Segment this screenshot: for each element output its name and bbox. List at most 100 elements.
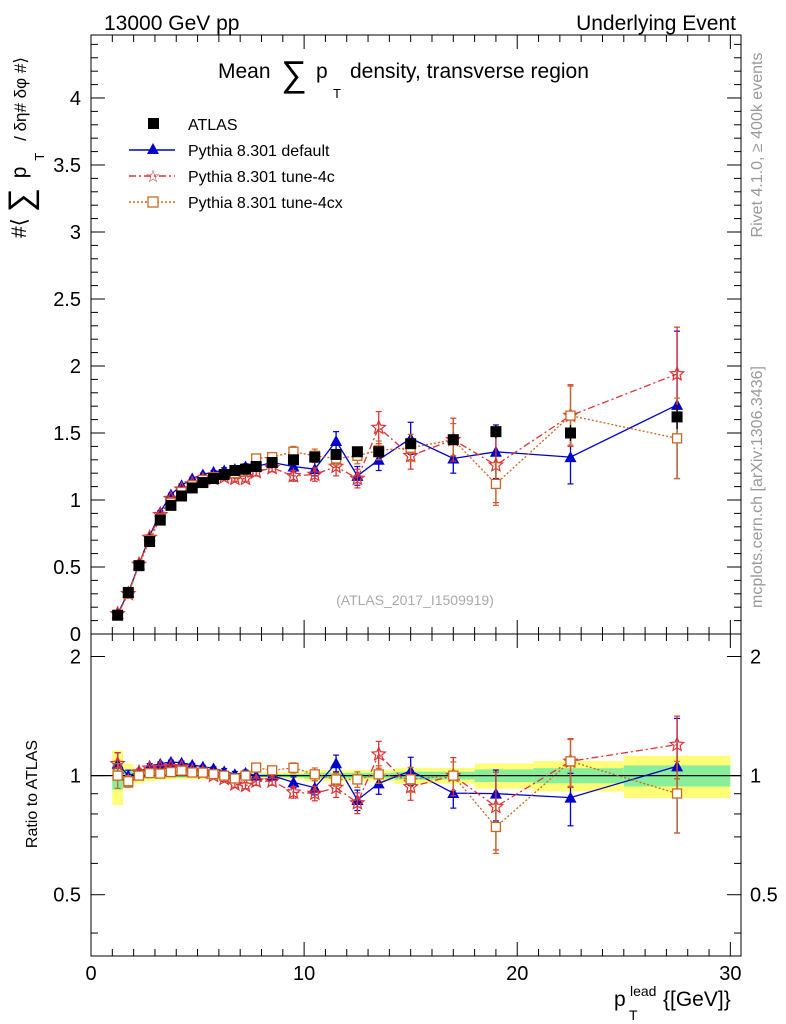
data-point xyxy=(154,514,166,526)
y-tick-label: 0.5 xyxy=(53,557,81,579)
data-point xyxy=(306,465,323,482)
data-point xyxy=(218,469,230,481)
xlabel-sup: lead xyxy=(630,983,656,999)
data-point xyxy=(671,411,683,423)
y-tick-label: 3 xyxy=(70,222,81,244)
data-point xyxy=(564,451,577,463)
ratio-point xyxy=(285,783,302,800)
x-axis-label: p lead T {[GeV]} xyxy=(614,978,731,1024)
data-point xyxy=(327,457,345,474)
ratio-point xyxy=(237,777,254,793)
header-right: Underlying Event xyxy=(576,12,736,35)
ratio-tick-label: 0.5 xyxy=(53,885,81,907)
header-left: 13000 GeV pp xyxy=(104,12,239,35)
data-point xyxy=(229,465,241,477)
analysis-watermark: (ATLAS_2017_I1509919) xyxy=(336,592,494,608)
data-point xyxy=(565,427,577,439)
ratio-point xyxy=(352,774,363,785)
ratio-point xyxy=(490,821,502,833)
ratio-point xyxy=(229,773,241,784)
ratio-point xyxy=(123,776,134,787)
xlabel-unit: {[GeV]} xyxy=(663,988,731,1011)
ratio-uncertainty-band xyxy=(91,750,741,805)
data-point xyxy=(287,454,299,466)
ratio-point xyxy=(247,772,265,789)
data-point xyxy=(112,609,124,621)
data-point xyxy=(370,419,387,435)
ratio-point xyxy=(112,770,123,781)
y-tick-label: 1.5 xyxy=(53,423,81,445)
ratio-point xyxy=(330,757,343,769)
ylabel-rest: / δη# δφ #⟩ xyxy=(11,57,30,141)
data-point xyxy=(266,456,278,468)
data-point xyxy=(133,560,145,572)
series-line xyxy=(117,373,678,615)
data-point xyxy=(285,467,302,483)
ratio-point xyxy=(564,791,577,803)
data-point xyxy=(373,446,385,458)
ratio-tick-label: 2 xyxy=(750,647,761,669)
y-tick-label: 0 xyxy=(70,624,81,646)
data-point xyxy=(197,477,209,489)
xlabel-p: p xyxy=(614,988,626,1011)
series-0 xyxy=(112,404,683,621)
ratio-point xyxy=(266,765,278,776)
data-point xyxy=(330,448,342,460)
ratio-point xyxy=(208,768,219,780)
ratio-point xyxy=(176,765,187,776)
ylabel-sum: ∑ xyxy=(2,188,40,212)
ratio-point xyxy=(327,779,345,795)
x-tick-label: 10 xyxy=(293,963,315,985)
data-point xyxy=(349,470,366,486)
legend: ATLAS Pythia 8.301 default ☆ Pythia 8.30… xyxy=(129,117,343,212)
title-sub: T xyxy=(333,86,341,101)
title-prefix: Mean xyxy=(218,60,271,83)
x-tick-label: 0 xyxy=(85,963,96,985)
legend-4cx-marker xyxy=(147,196,159,208)
ratio-point xyxy=(219,770,230,781)
data-point xyxy=(240,463,252,475)
axis-ticks: 0 10 20 30 0 0.5 1 1.5 2 2.5 3 3.5 4 0.5 0.5 1 1 2 2 xyxy=(53,35,778,985)
data-point xyxy=(490,478,502,490)
ratio-point xyxy=(187,767,198,778)
data-point xyxy=(176,490,188,502)
ratio-point xyxy=(197,767,209,778)
legend-4c-marker: ☆ xyxy=(145,167,160,186)
data-point xyxy=(122,586,134,598)
data-point xyxy=(447,434,459,446)
data-point xyxy=(490,426,502,438)
data-point xyxy=(165,499,177,511)
chart-title: Mean ∑ p T density, transverse region xyxy=(218,53,589,103)
ratio-point xyxy=(165,766,177,778)
ratio-point xyxy=(287,776,300,788)
ratio-tick-label: 1 xyxy=(750,766,761,788)
data-point xyxy=(330,435,343,447)
legend-default-marker xyxy=(147,143,159,154)
data-point xyxy=(565,410,576,421)
svg-text:#⟨ ∑ p T: #⟨ ∑ p T / δη# δφ #⟩ xyxy=(2,57,49,238)
legend-default-label: Pythia 8.301 default xyxy=(188,143,330,160)
ratio-point xyxy=(306,784,323,801)
legend-4cx-label: Pythia 8.301 tune-4cx xyxy=(188,195,343,212)
title-p: p xyxy=(316,60,328,83)
data-point xyxy=(144,536,156,548)
ratio-point xyxy=(668,736,686,752)
ratio-point xyxy=(349,794,366,810)
ratio-point xyxy=(240,770,251,781)
ratio-point xyxy=(288,762,299,774)
ratio-point xyxy=(448,770,459,781)
ratio-point xyxy=(370,745,387,762)
data-point xyxy=(668,365,686,381)
ratio-point xyxy=(133,770,145,781)
ratio-point xyxy=(309,769,320,780)
ratio-tick-label: 0.5 xyxy=(750,885,778,907)
y-tick-label: 2 xyxy=(70,356,81,378)
ratio-point xyxy=(405,774,416,785)
rivet-label: Rivet 4.1.0, ≥ 400k events xyxy=(749,53,766,238)
title-suffix: density, transverse region xyxy=(350,60,589,83)
ratio-point xyxy=(330,774,342,785)
ratio-point xyxy=(373,769,384,780)
legend-4c-label: Pythia 8.301 tune-4c xyxy=(188,169,335,186)
y-tick-label: 4 xyxy=(70,88,81,110)
